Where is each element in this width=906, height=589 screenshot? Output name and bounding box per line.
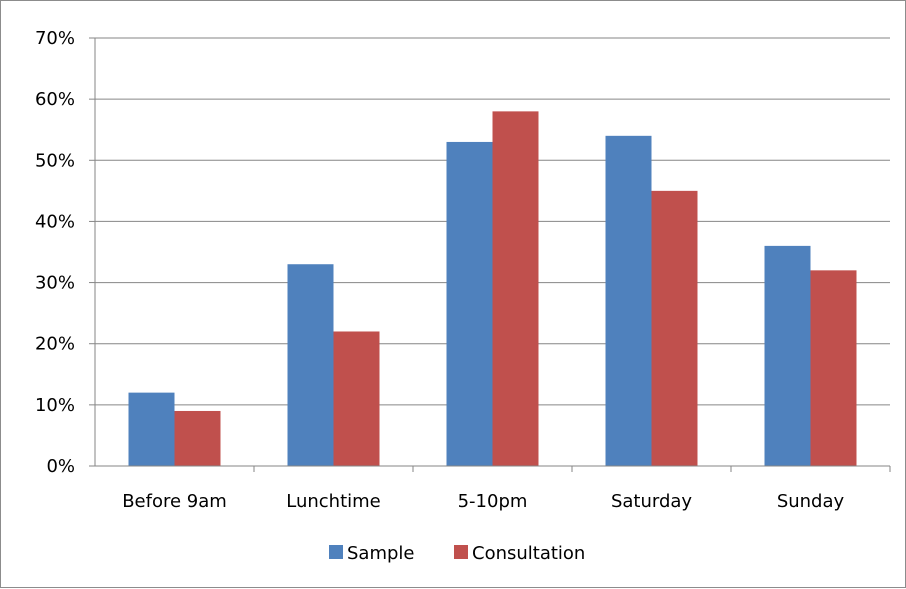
bar-consultation-sunday xyxy=(810,270,857,466)
x-tick-label: Saturday xyxy=(611,491,692,512)
bar-sample-before-9am xyxy=(128,392,175,466)
bar-sample-saturday xyxy=(605,135,652,467)
legend: Sample Consultation xyxy=(329,543,585,564)
x-tick-label: Before 9am xyxy=(122,491,227,512)
y-tick-label: 10% xyxy=(35,395,75,416)
y-tick-label: 70% xyxy=(35,28,75,49)
bar-sample-sunday xyxy=(764,245,811,466)
legend-label-consultation: Consultation xyxy=(472,543,585,564)
bar-consultation-before-9am xyxy=(174,410,221,466)
bar-sample-lunchtime xyxy=(287,264,334,466)
bar-sample-5-10pm xyxy=(446,141,493,466)
bar-consultation-lunchtime xyxy=(333,331,380,466)
x-tick-label: Lunchtime xyxy=(286,491,381,512)
y-axis-tick-labels: 0% 10% 20% 30% 40% 50% 60% 70% xyxy=(35,28,75,477)
y-tick-label: 20% xyxy=(35,334,75,355)
x-tick-label: 5-10pm xyxy=(458,491,528,512)
y-tick-label: 30% xyxy=(35,273,75,294)
bar-consultation-saturday xyxy=(651,190,698,466)
legend-swatch-sample xyxy=(329,545,343,559)
axes xyxy=(89,38,890,467)
x-tick-label: Sunday xyxy=(777,491,845,512)
y-tick-label: 50% xyxy=(35,150,75,171)
y-tick-label: 60% xyxy=(35,89,75,110)
y-tick-label: 0% xyxy=(46,456,75,477)
bars xyxy=(128,111,857,467)
legend-swatch-consultation xyxy=(454,545,468,559)
legend-label-sample: Sample xyxy=(347,543,415,564)
x-axis-tick-labels: Before 9am Lunchtime 5-10pm Saturday Sunday xyxy=(122,466,891,512)
bar-consultation-5-10pm xyxy=(492,111,539,466)
y-tick-label: 40% xyxy=(35,211,75,232)
